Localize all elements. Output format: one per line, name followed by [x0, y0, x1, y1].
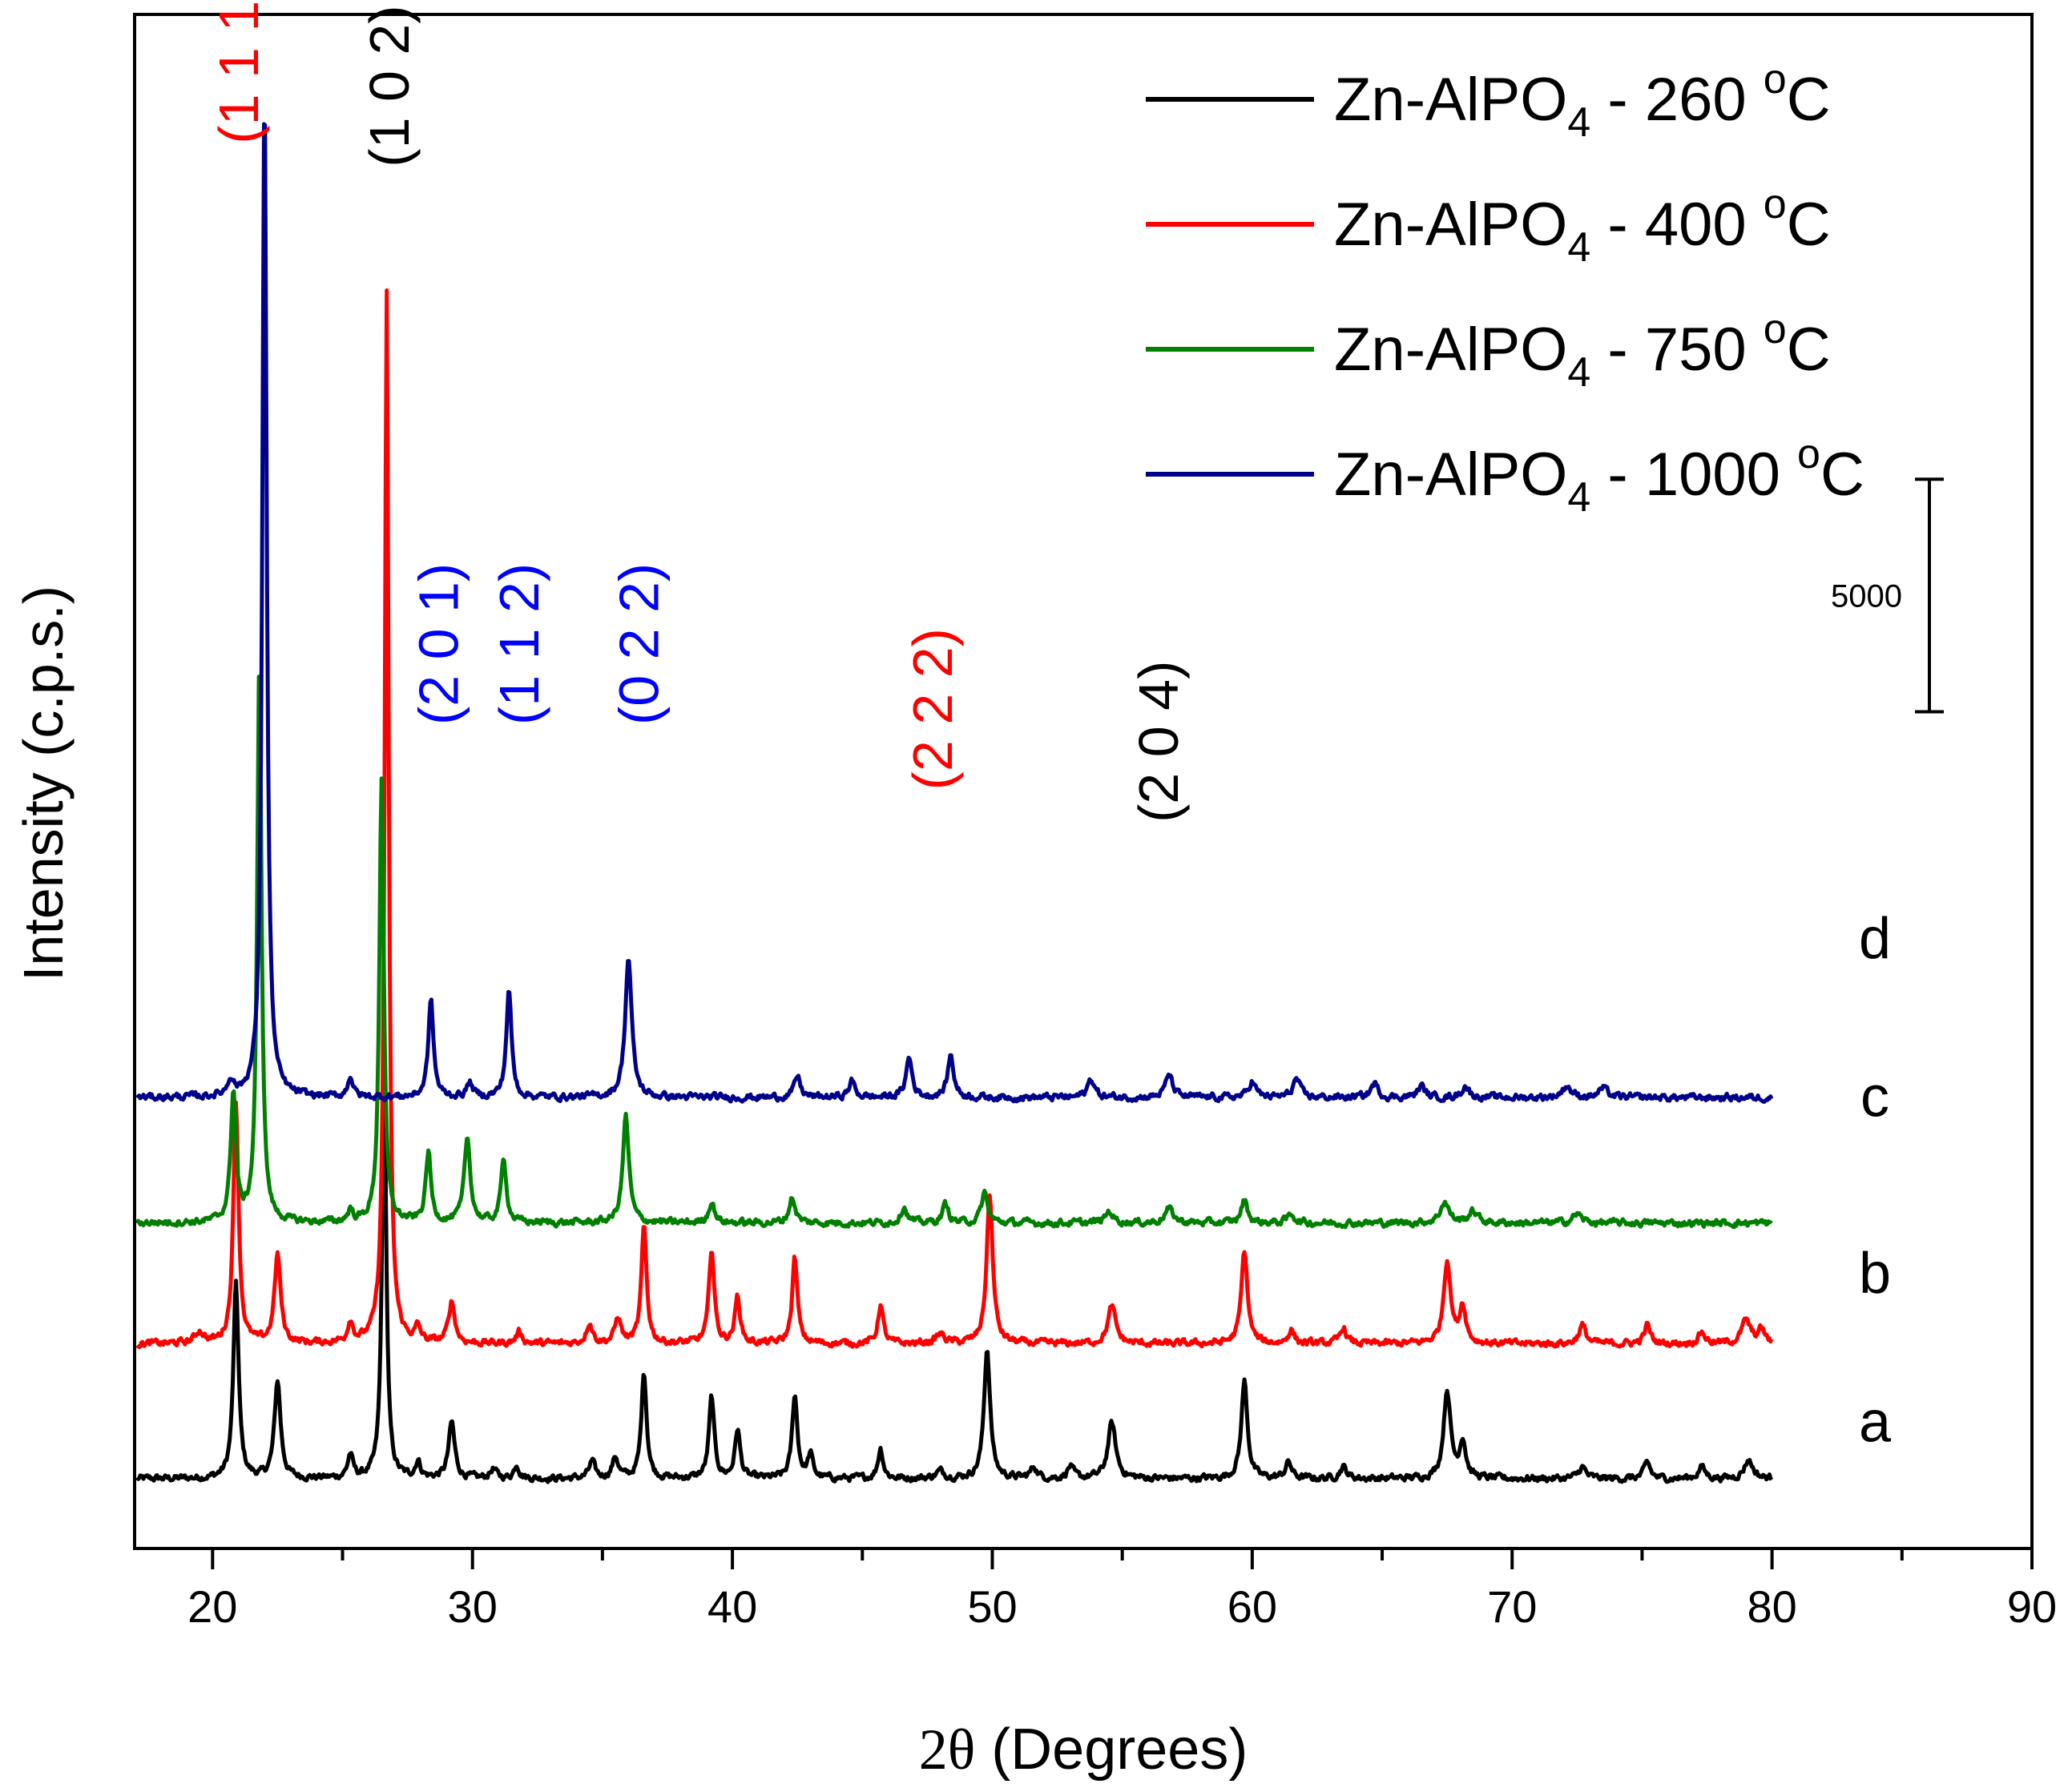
x-axis-title-unit: (Degrees)	[991, 1718, 1248, 1782]
legend-label: Zn-AlPO4 - 1000 oC	[1334, 431, 1864, 521]
x-tick-label: 60	[1227, 1581, 1277, 1632]
peak-annotation: (1 0 2)	[358, 5, 421, 167]
curve-label-d: d	[1859, 907, 1891, 971]
legend-label: Zn-AlPO4 - 260 oC	[1334, 56, 1831, 146]
series-layer	[135, 122, 1774, 1484]
x-axis-title-symbol: 2θ	[919, 1718, 976, 1782]
peak-annotation: (2 2 2)	[901, 628, 964, 790]
series-line-b	[135, 288, 1774, 1350]
peak-annotation: (0 2 2)	[607, 563, 670, 725]
x-axis-title: 2θ (Degrees)	[919, 1718, 1248, 1782]
series-line-d	[135, 122, 1774, 1104]
peak-annotations: (1 1 1) (1 0 2) (2 0 1) (1 1 2) (0 2 2) (2 2 …	[208, 0, 1190, 823]
plot-frame	[133, 13, 2034, 1550]
x-tick-label: 80	[1747, 1581, 1796, 1632]
legend: Zn-AlPO4 - 260 oC Zn-AlPO4 - 400 oC Zn-AlP…	[1146, 56, 1864, 521]
x-tick-label: 90	[2007, 1581, 2057, 1632]
peak-annotation: (1 1 1)	[208, 0, 270, 144]
peak-annotation: (2 0 1)	[408, 563, 470, 725]
x-tick-label: 30	[448, 1581, 498, 1632]
series-line-c	[135, 675, 1773, 1230]
legend-label: Zn-AlPO4 - 400 oC	[1334, 181, 1831, 271]
peak-annotation: (2 0 4)	[1127, 661, 1190, 823]
peak-annotation: (1 1 2)	[488, 563, 550, 725]
curve-label-a: a	[1859, 1391, 1892, 1455]
series-line-a	[135, 1089, 1774, 1484]
curve-labels: a b c d	[1859, 907, 1892, 1455]
x-tick-label: 50	[967, 1581, 1017, 1632]
scale-bar-label: 5000	[1831, 578, 1902, 614]
x-tick-label: 40	[707, 1581, 757, 1632]
x-axis: 20 30 40 50 60 70 80 90	[187, 1548, 2057, 1632]
x-tick-label: 20	[187, 1581, 237, 1632]
y-axis-title: Intensity (c.p.s.)	[12, 586, 75, 981]
curve-label-c: c	[1860, 1065, 1889, 1129]
legend-label: Zn-AlPO4 - 750 oC	[1334, 306, 1831, 396]
scale-bar: 5000	[1831, 477, 1944, 714]
curve-label-b: b	[1859, 1242, 1891, 1306]
x-tick-label: 70	[1487, 1581, 1537, 1632]
